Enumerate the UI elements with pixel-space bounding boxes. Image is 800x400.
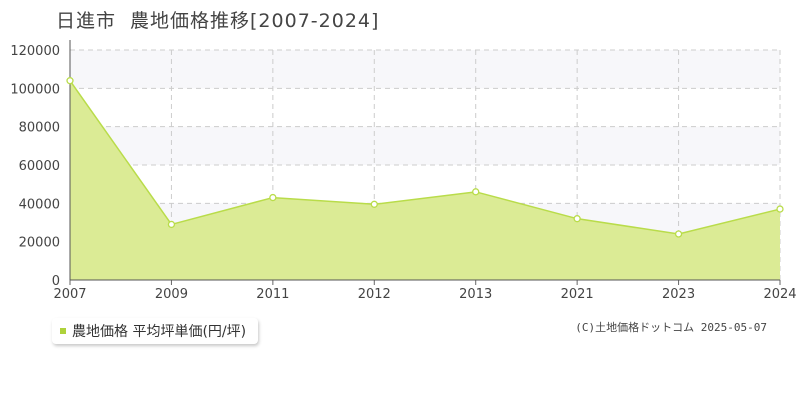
x-tick-label: 2013	[459, 287, 492, 302]
x-tick-label: 2023	[662, 287, 695, 302]
x-tick-label: 2007	[53, 287, 86, 302]
x-tick-label: 2012	[358, 287, 391, 302]
y-tick-label: 120000	[10, 44, 60, 59]
y-tick-label: 20000	[19, 236, 60, 251]
chart-title: 日進市 農地価格推移[2007-2024]	[56, 6, 393, 33]
copyright-credit: (C)土地価格ドットコム 2025-05-07	[575, 321, 767, 334]
legend: 農地価格 平均坪単価(円/坪)	[52, 318, 259, 344]
legend-label: 農地価格 平均坪単価(円/坪)	[72, 324, 247, 340]
grid-band	[70, 50, 780, 89]
data-point	[674, 230, 683, 238]
y-tick-label: 40000	[19, 197, 60, 212]
data-point	[776, 205, 784, 213]
data-point	[167, 220, 176, 229]
title-text: 農地価格推移[2007-2024]	[130, 10, 380, 32]
data-point	[66, 77, 74, 85]
x-tick-label: 2011	[256, 287, 289, 302]
y-tick-label: 100000	[10, 82, 60, 97]
series-line	[69, 80, 781, 235]
data-point	[472, 188, 480, 196]
x-tick-label: 2021	[561, 287, 594, 302]
y-tick-label: 60000	[19, 159, 60, 174]
y-tick-label: 0	[52, 274, 60, 289]
x-tick-label: 2009	[155, 287, 188, 302]
city-name: 日進市	[56, 10, 117, 32]
data-point	[573, 215, 581, 223]
x-tick-label: 2024	[763, 287, 796, 302]
legend-swatch	[60, 328, 66, 334]
data-point	[370, 200, 378, 208]
grid-band	[70, 126, 780, 165]
series-area	[70, 80, 780, 281]
y-tick-label: 80000	[19, 121, 60, 136]
data-point	[269, 193, 277, 202]
